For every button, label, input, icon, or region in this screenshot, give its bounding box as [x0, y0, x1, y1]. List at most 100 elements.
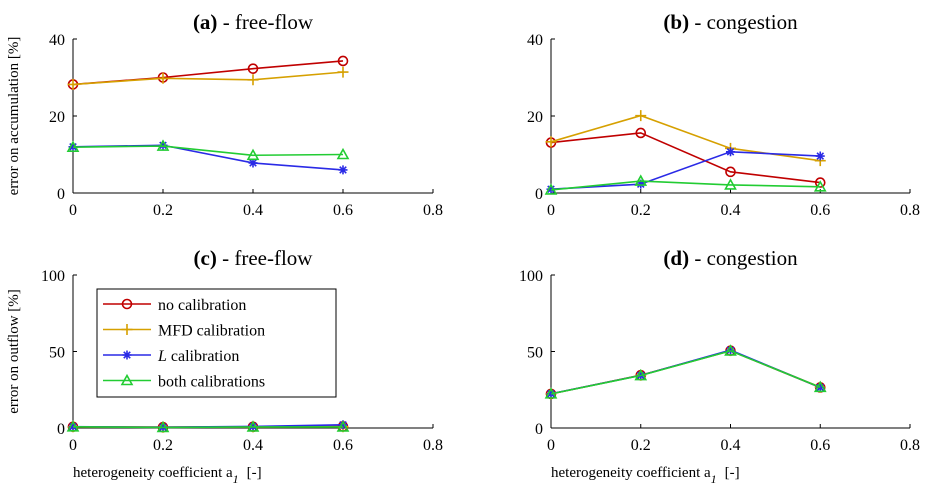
series-line — [72, 71, 344, 86]
legend-label: L calibration — [157, 348, 239, 365]
series-l-calibration — [68, 420, 348, 432]
y-tick-label: 50 — [49, 345, 65, 362]
data-point — [813, 180, 827, 192]
x-tick-label: 0.4 — [243, 437, 263, 454]
marker-triangle — [813, 180, 827, 192]
y-axis-label: error on accumulation [%] — [6, 37, 22, 196]
panel-title: (a) - free-flow — [193, 10, 314, 34]
y-tick-label: 20 — [527, 109, 543, 126]
marker-asterisk — [815, 382, 825, 392]
marker-asterisk — [726, 147, 735, 157]
x-tick-label: 0.2 — [631, 202, 651, 219]
data-point — [635, 127, 647, 139]
x-tick-label: 0.6 — [810, 437, 830, 454]
data-point — [246, 148, 260, 161]
panel-title-text: - free-flow — [217, 10, 313, 34]
data-point — [634, 174, 648, 186]
data-point — [724, 344, 737, 356]
data-point — [724, 178, 737, 190]
legend-label-italic: L — [157, 348, 167, 365]
x-tick-label: 0.2 — [631, 437, 651, 454]
data-point — [336, 147, 350, 160]
x-axis-label-text: heterogeneity coefficient a — [551, 465, 711, 481]
marker-circle — [247, 63, 259, 74]
marker-triangle — [336, 420, 350, 432]
legend-label: both calibrations — [158, 374, 265, 391]
series-mfd-calibration — [67, 66, 349, 90]
x-tick-label: 0.4 — [721, 202, 741, 219]
marker-asterisk — [68, 422, 78, 432]
legend-label-rest: calibration — [167, 348, 239, 365]
marker-triangle — [813, 380, 827, 393]
y-tick-label: 20 — [49, 109, 65, 126]
panel-title-label: (d) — [663, 246, 689, 270]
legend-item: no calibration — [103, 297, 246, 314]
legend-swatch-marker — [121, 298, 133, 310]
series-both-calibrations — [66, 139, 350, 161]
x-tick-label: 0.6 — [333, 202, 353, 219]
panel-title: (b) - congestion — [663, 10, 798, 34]
x-tick-label: 0.4 — [721, 437, 741, 454]
series-line — [550, 349, 821, 395]
data-point — [544, 387, 558, 399]
data-point — [338, 165, 348, 175]
data-point — [157, 72, 169, 84]
x-tick-label: 0 — [547, 437, 555, 454]
marker-circle — [337, 55, 349, 67]
marker-plus — [121, 324, 133, 335]
marker-triangle — [634, 368, 648, 381]
x-tick-label: 0.8 — [900, 437, 920, 454]
data-point — [66, 420, 80, 432]
series-no-calibration — [67, 55, 349, 90]
legend-swatch-marker — [122, 350, 132, 360]
marker-triangle — [634, 174, 648, 186]
marker-asterisk — [338, 420, 348, 430]
legend-rows: no calibration MFD calibration L calibrati… — [103, 297, 265, 391]
y-tick-label: 40 — [527, 32, 543, 49]
series-line — [550, 350, 821, 395]
data-point — [337, 55, 349, 67]
series-line — [72, 145, 344, 157]
data-point — [156, 139, 170, 151]
y-tick-label: 0 — [535, 421, 543, 438]
data-point — [67, 78, 79, 90]
x-axis-label-subscript: 1 — [233, 472, 239, 486]
marker-plus — [545, 136, 557, 148]
marker-plus — [247, 74, 259, 86]
data-point — [338, 420, 348, 430]
panel-title: (c) - free-flow — [194, 246, 314, 270]
panel-title-label: (c) — [194, 246, 217, 270]
marker-triangle — [246, 148, 260, 161]
series-line — [550, 349, 821, 395]
x-axis-label-left: heterogeneity coefficient a1 [-] — [73, 465, 262, 486]
x-axis-label-text: heterogeneity coefficient a — [73, 465, 233, 481]
marker-asterisk — [636, 179, 646, 189]
x-axis-label-subscript: 1 — [711, 472, 717, 486]
marker-plus — [337, 66, 349, 78]
x-tick-label: 0.8 — [900, 202, 920, 219]
marker-circle — [121, 298, 133, 310]
marker-circle — [725, 166, 736, 178]
series-no-calibration — [545, 127, 826, 188]
x-tick-label: 0 — [69, 202, 77, 219]
y-tick-label: 100 — [519, 268, 543, 285]
y-tick-label: 0 — [57, 186, 65, 203]
panel-title-text: - free-flow — [217, 246, 313, 270]
panel-b: 0 0.2 0.4 0.6 0.8 0 20 40 (b) - congestion — [527, 10, 920, 219]
marker-triangle — [336, 147, 350, 160]
y-tick-label: 0 — [535, 186, 543, 203]
x-axis-label-unit: [-] — [725, 465, 740, 481]
y-tick-label: 0 — [57, 421, 65, 438]
data-point — [813, 380, 827, 393]
data-point — [248, 158, 258, 168]
marker-triangle — [544, 183, 558, 195]
series-line — [550, 349, 821, 395]
series-l-calibration — [68, 140, 348, 175]
data-point — [636, 179, 646, 189]
data-point — [68, 422, 78, 432]
data-point — [66, 140, 80, 152]
legend-label: no calibration — [158, 297, 246, 314]
series-line — [550, 132, 821, 184]
data-point — [336, 420, 350, 432]
